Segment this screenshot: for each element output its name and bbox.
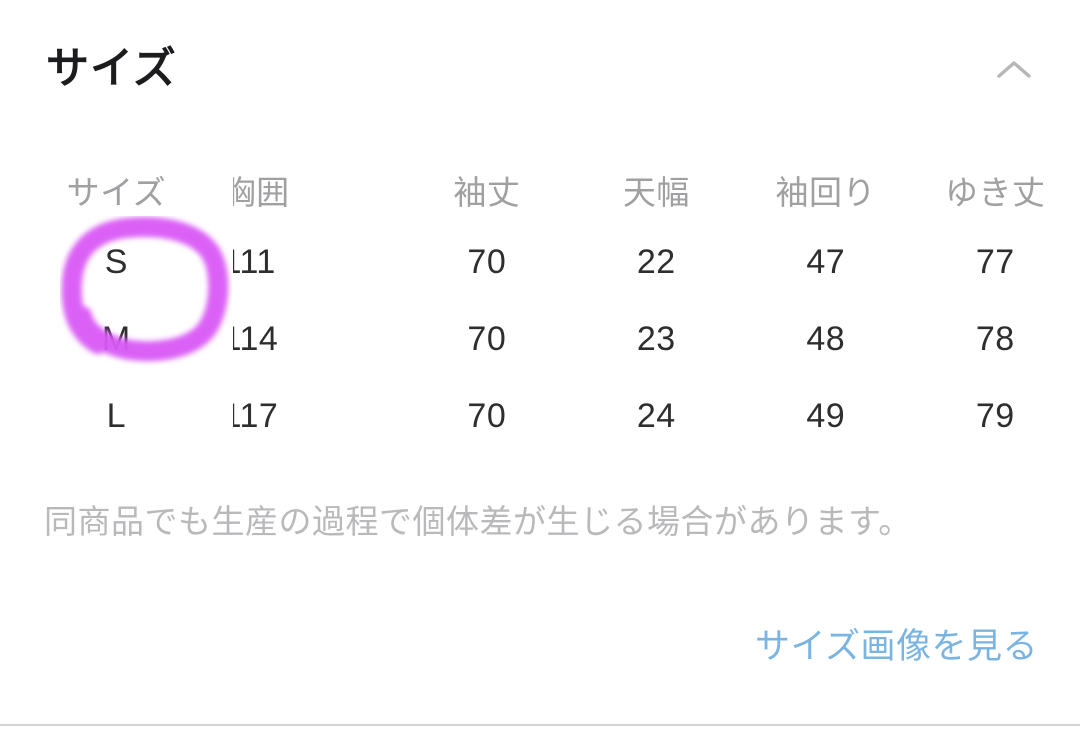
collapse-section-button[interactable]: [986, 41, 1042, 97]
bottom-divider: [0, 724, 1080, 726]
cell-sleeve-length: 70: [467, 243, 507, 281]
table-row: M 114 70 23 48 78: [0, 301, 1080, 378]
individual-difference-note: 同商品でも生産の過程で個体差が生じる場合があります。: [44, 503, 912, 540]
cell-yuki-length: 77: [975, 243, 1015, 281]
cell-bust-value: 117: [233, 397, 279, 435]
table-header-row: サイズ 胸囲 袖丈 天幅 袖回り ゆき丈: [0, 160, 1080, 224]
cell-size: S: [104, 243, 128, 281]
column-header-bust: 胸囲: [233, 160, 402, 224]
cell-sleeve-length: 70: [467, 320, 507, 358]
column-header-sleeve-length: 袖丈: [453, 174, 521, 211]
cell-bust: 111: [233, 224, 402, 301]
table-row: S 111 70 22 47 77: [0, 224, 1080, 301]
cell-shoulder-width: 22: [636, 243, 676, 281]
cell-bust: 117: [233, 378, 402, 455]
size-image-link-row: サイズ画像を見る: [0, 618, 1080, 669]
column-header-bust-label: 胸囲: [232, 174, 290, 211]
chevron-up-icon: [997, 61, 1031, 78]
size-section-header[interactable]: サイズ: [0, 34, 1080, 104]
table-row: L 117 70 24 49 79: [0, 378, 1080, 455]
cell-yuki-length: 78: [975, 320, 1015, 358]
cell-sleeve-length: 70: [467, 397, 507, 435]
page-title: サイズ: [46, 44, 177, 93]
column-header-shoulder-width: 天幅: [622, 174, 690, 211]
cell-shoulder-width: 24: [636, 397, 676, 435]
column-header-sleeve-round: 袖回り: [775, 174, 877, 211]
cell-bust-value: 114: [233, 320, 279, 358]
size-table: サイズ 胸囲 袖丈 天幅 袖回り ゆき丈 S 111 70 22 47 77 M…: [0, 160, 1080, 455]
cell-shoulder-width: 23: [636, 320, 676, 358]
column-header-size: サイズ: [66, 174, 167, 211]
cell-bust-value: 111: [233, 243, 276, 281]
cell-yuki-length: 79: [975, 397, 1015, 435]
cell-sleeve-round: 48: [806, 320, 846, 358]
cell-sleeve-round: 47: [806, 243, 846, 281]
cell-size: L: [106, 397, 127, 435]
cell-bust: 114: [233, 301, 402, 378]
cell-sleeve-round: 49: [806, 397, 846, 435]
cell-size: M: [101, 320, 131, 358]
column-header-yuki-length: ゆき丈: [945, 174, 1046, 211]
view-size-image-link[interactable]: サイズ画像を見る: [755, 627, 1038, 666]
